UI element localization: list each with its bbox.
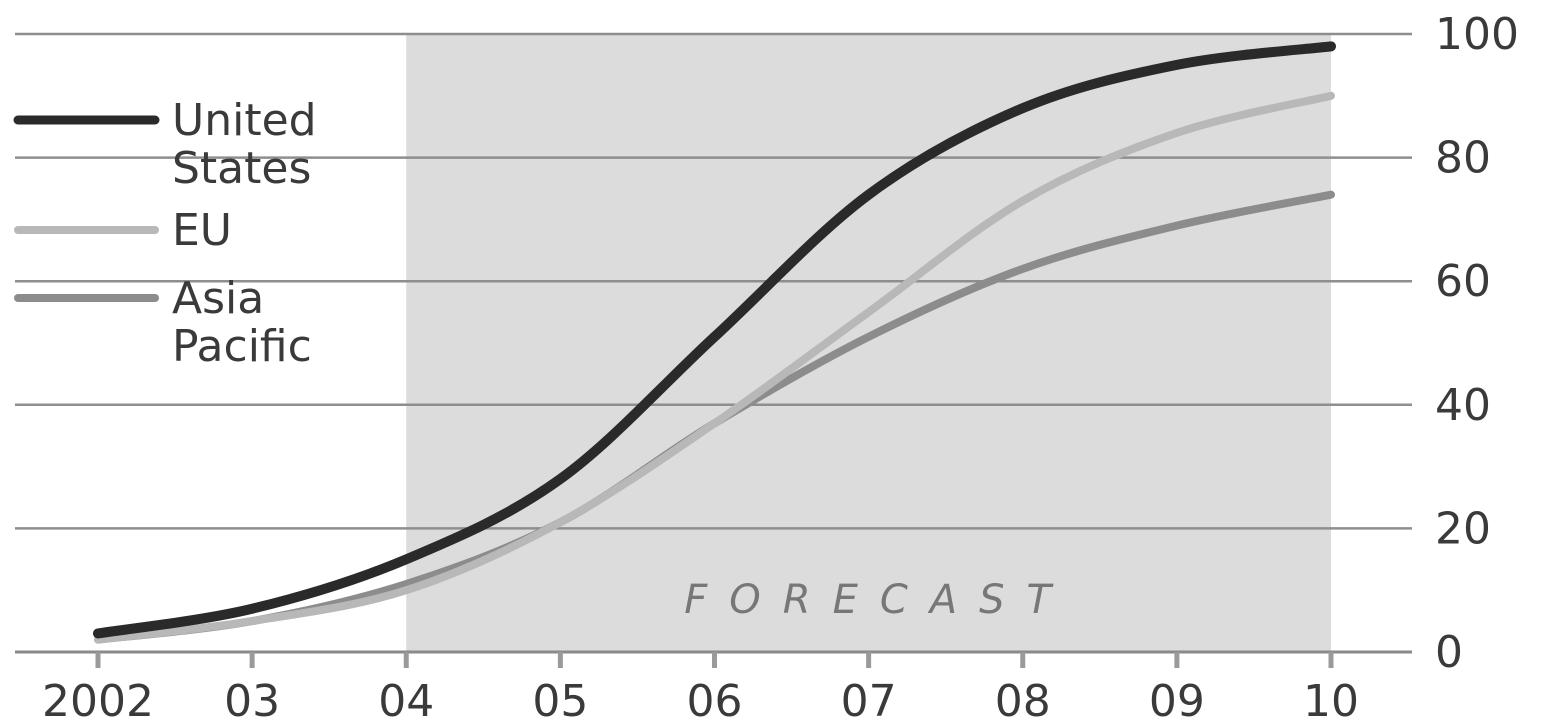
y-axis-tick-labels: 0 20 40 60 80 100 — [1435, 9, 1519, 678]
legend-label: United — [172, 95, 317, 146]
x-tick-label-10: 10 — [1303, 676, 1359, 722]
x-tick-label-06: 06 — [687, 676, 743, 722]
y-tick-label-80: 80 — [1435, 133, 1491, 184]
y-tick-label-20: 20 — [1435, 503, 1491, 554]
y-tick-label-100: 100 — [1435, 9, 1519, 60]
x-tick-label-04: 04 — [378, 676, 434, 722]
legend-label: Pacific — [172, 321, 312, 372]
legend-item-eu: EU — [14, 205, 232, 256]
x-tick-label-07: 07 — [841, 676, 897, 722]
x-tick-label-08: 08 — [995, 676, 1051, 722]
x-tick-label-09: 09 — [1149, 676, 1205, 722]
legend-label: Asia — [172, 273, 264, 324]
x-tick-label-05: 05 — [532, 676, 588, 722]
forecast-label: FORECAST — [684, 577, 1073, 623]
y-tick-label-60: 60 — [1435, 256, 1491, 307]
y-tick-label-40: 40 — [1435, 380, 1491, 431]
gridlines — [15, 32, 1412, 654]
series-lines — [93, 41, 1336, 644]
legend-label: States — [172, 143, 311, 194]
x-axis-tick-labels: 2002 03 04 05 06 07 08 09 10 — [42, 676, 1359, 722]
x-tick-label-03: 03 — [224, 676, 280, 722]
x-tick-label-2002: 2002 — [42, 676, 154, 722]
legend-label: EU — [172, 205, 232, 256]
series-line-eu — [94, 91, 1335, 644]
series-line-united-states — [93, 41, 1336, 639]
y-tick-label-0: 0 — [1435, 627, 1463, 678]
x-axis — [95, 652, 1334, 668]
